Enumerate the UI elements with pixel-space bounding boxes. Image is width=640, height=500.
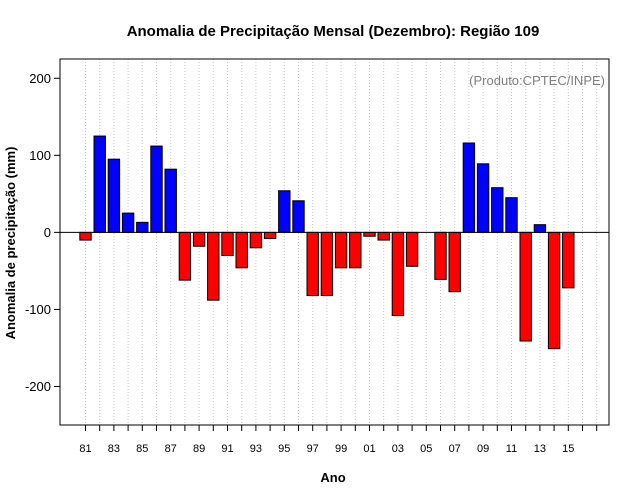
bar-90	[207, 231, 220, 301]
bar-82	[93, 135, 106, 233]
y-tick-label: -200	[25, 379, 51, 394]
bar-85	[136, 221, 149, 233]
x-tick-label: 15	[562, 443, 574, 455]
x-tick-label: 97	[307, 443, 319, 455]
bar-11	[505, 197, 518, 233]
bar-00	[349, 231, 362, 269]
x-tick-label: 89	[193, 443, 205, 455]
bar-08	[462, 142, 476, 233]
bar-96	[292, 200, 305, 233]
bar-01	[363, 231, 376, 237]
x-tick-label: 09	[477, 443, 489, 455]
bar-95	[278, 190, 291, 233]
x-tick-label: 93	[250, 443, 262, 455]
x-axis: 81 83 85 87 89 91 93 95 97 99 01 03 05 07 09 11 13 15	[79, 425, 598, 455]
chart-title: Anomalia de Precipitação Mensal (Dezembr…	[127, 23, 540, 40]
grid-lines	[85, 59, 598, 425]
bar-03	[391, 231, 405, 317]
x-tick-label: 85	[136, 443, 148, 455]
x-tick-label: 13	[534, 443, 546, 455]
bar-13	[533, 224, 547, 233]
bar-99	[334, 231, 348, 269]
bar-94	[263, 231, 277, 240]
x-tick-label: 07	[449, 443, 461, 455]
bars	[79, 135, 575, 350]
bar-81	[79, 231, 92, 241]
x-tick-label: 03	[392, 443, 404, 455]
bar-87	[164, 168, 177, 233]
x-tick-label: 91	[221, 443, 233, 455]
bar-97	[306, 231, 319, 297]
credit-label: (Produto:CPTEC/INPE)	[469, 73, 605, 88]
plot-frame	[59, 58, 610, 426]
bar-84	[121, 212, 135, 233]
x-tick-label: 81	[79, 443, 91, 455]
x-tick-label: 99	[335, 443, 347, 455]
y-axis-label: Anomalia de precipitação (mm)	[3, 147, 18, 340]
bar-89	[192, 231, 206, 247]
x-tick-label: 95	[278, 443, 290, 455]
bar-10	[491, 187, 504, 233]
bar-15	[562, 231, 575, 289]
bar-91	[221, 231, 234, 256]
bar-86	[150, 145, 163, 233]
bar-88	[178, 231, 192, 281]
bar-06	[434, 231, 447, 280]
y-tick-label: 100	[29, 148, 51, 163]
bar-02	[377, 231, 390, 241]
bar-12	[519, 231, 532, 342]
x-tick-label: 05	[420, 443, 432, 455]
bar-83	[107, 158, 121, 233]
x-tick-label: 87	[165, 443, 177, 455]
bar-04	[405, 231, 419, 267]
bar-14	[547, 231, 561, 350]
bar-98	[320, 231, 334, 297]
bar-93	[249, 231, 263, 249]
bar-07	[448, 231, 461, 293]
y-tick-label: 200	[29, 71, 51, 86]
x-tick-label: 11	[506, 443, 517, 455]
y-axis: -200 -100 0 100 200	[25, 71, 60, 394]
bar-92	[235, 231, 248, 269]
x-tick-label: 83	[108, 443, 120, 455]
y-tick-label: -100	[25, 302, 51, 317]
bar-09	[476, 163, 490, 233]
x-tick-label: 01	[363, 443, 375, 455]
x-axis-label: Ano	[320, 470, 345, 485]
y-tick-label: 0	[44, 225, 51, 240]
